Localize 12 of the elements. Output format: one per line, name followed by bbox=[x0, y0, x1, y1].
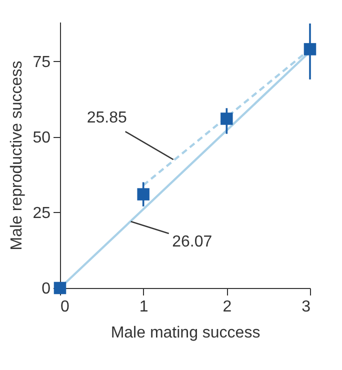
x-tick-label: 2 bbox=[222, 298, 232, 316]
x-tick-label: 3 bbox=[302, 298, 311, 316]
y-tick-label: 0 bbox=[42, 280, 51, 298]
x-axis-title: Male mating success bbox=[110, 324, 260, 342]
annotation: 26.07 bbox=[172, 234, 212, 251]
y-tick-label: 50 bbox=[32, 129, 51, 146]
y-tick-label: 75 bbox=[32, 54, 51, 71]
x-tick-label: 1 bbox=[139, 298, 148, 316]
y-tick-label: 25 bbox=[32, 204, 51, 222]
y-axis-title: Male reproductive success bbox=[8, 60, 26, 250]
x-tick-label: 0 bbox=[60, 298, 70, 316]
annotation: 25.85 bbox=[86, 110, 127, 127]
